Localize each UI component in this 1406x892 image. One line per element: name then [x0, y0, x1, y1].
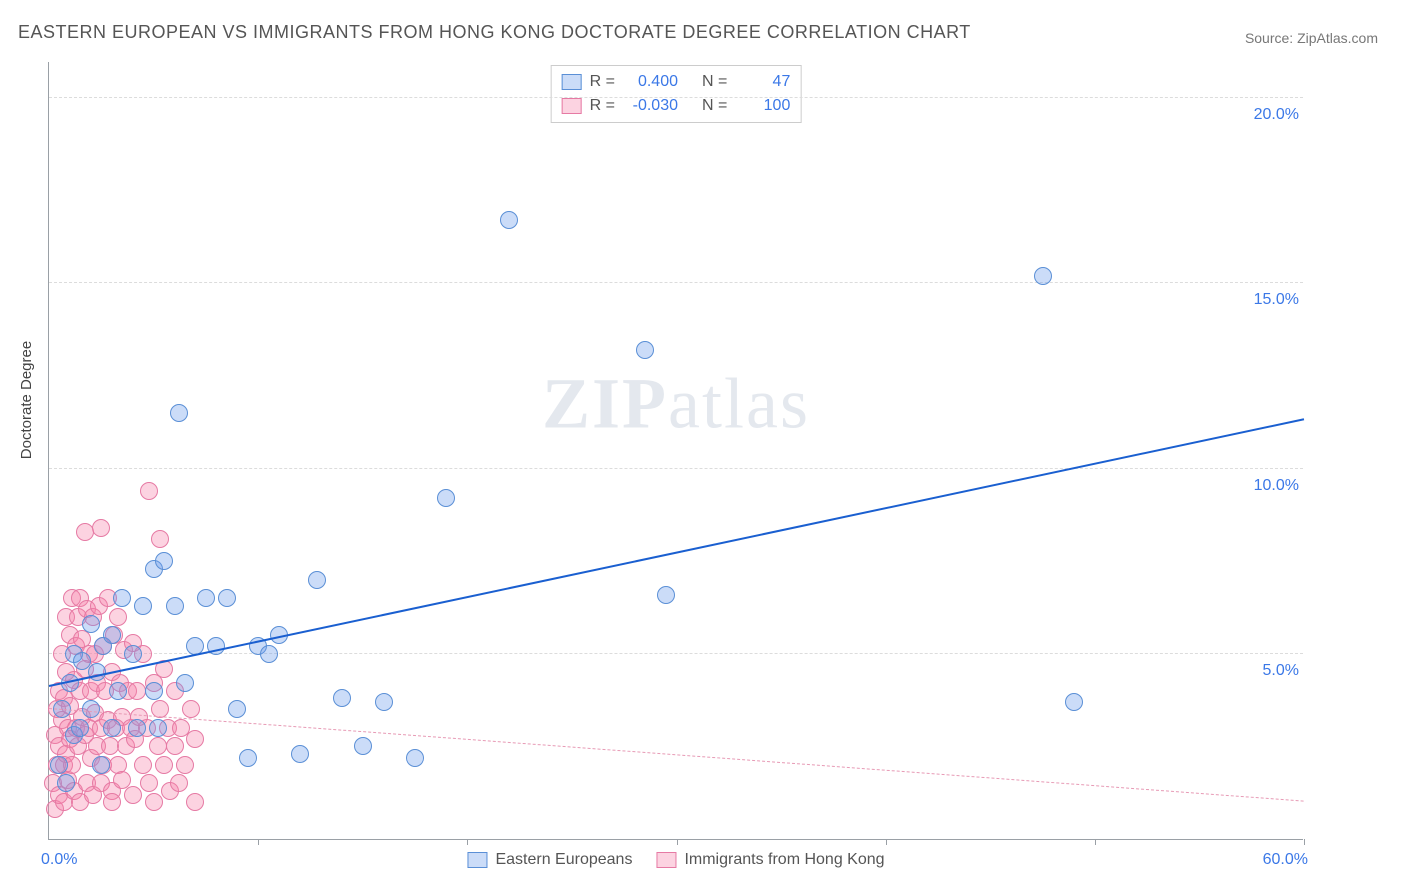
- correlation-legend: R = 0.400 N = 47 R = -0.030 N = 100: [551, 65, 802, 123]
- series-legend: Eastern Europeans Immigrants from Hong K…: [467, 851, 884, 869]
- legend-item-pink: Immigrants from Hong Kong: [656, 851, 884, 869]
- data-point-pink: [145, 793, 163, 811]
- data-point-blue: [103, 719, 121, 737]
- data-point-blue: [308, 571, 326, 589]
- x-tick: [258, 839, 259, 845]
- watermark-light: atlas: [668, 363, 810, 443]
- legend-row-blue: R = 0.400 N = 47: [562, 70, 791, 94]
- data-point-blue: [57, 774, 75, 792]
- data-point-blue: [50, 756, 68, 774]
- data-point-pink: [76, 523, 94, 541]
- gridline: [49, 468, 1303, 469]
- data-point-pink: [166, 737, 184, 755]
- n-label: N =: [702, 70, 727, 94]
- n-value-blue: 47: [735, 70, 790, 94]
- x-tick: [677, 839, 678, 845]
- data-point-blue: [239, 749, 257, 767]
- data-point-blue: [82, 700, 100, 718]
- source-attribution: Source: ZipAtlas.com: [1245, 30, 1378, 46]
- data-point-blue: [636, 341, 654, 359]
- data-point-blue: [333, 689, 351, 707]
- data-point-blue: [375, 693, 393, 711]
- data-point-pink: [149, 737, 167, 755]
- data-point-blue: [170, 404, 188, 422]
- data-point-pink: [170, 774, 188, 792]
- data-point-pink: [128, 682, 146, 700]
- gridline: [49, 653, 1303, 654]
- swatch-pink: [562, 98, 582, 114]
- watermark: ZIPatlas: [542, 362, 810, 445]
- data-point-pink: [182, 700, 200, 718]
- data-point-blue: [1034, 267, 1052, 285]
- x-tick: [1304, 839, 1305, 845]
- data-point-blue: [113, 589, 131, 607]
- y-tick-label: 20.0%: [1254, 106, 1299, 124]
- data-point-blue: [71, 719, 89, 737]
- data-point-blue: [354, 737, 372, 755]
- data-point-blue: [197, 589, 215, 607]
- series-label-pink: Immigrants from Hong Kong: [684, 851, 884, 869]
- swatch-blue: [562, 74, 582, 90]
- data-point-blue: [406, 749, 424, 767]
- data-point-blue: [134, 597, 152, 615]
- watermark-bold: ZIP: [542, 363, 668, 443]
- data-point-blue: [500, 211, 518, 229]
- y-tick-label: 15.0%: [1254, 291, 1299, 309]
- gridline: [49, 282, 1303, 283]
- data-point-blue: [128, 719, 146, 737]
- scatter-plot: ZIPatlas R = 0.400 N = 47 R = -0.030 N =…: [48, 62, 1303, 840]
- r-label: R =: [590, 70, 615, 94]
- data-point-blue: [103, 626, 121, 644]
- data-point-pink: [134, 756, 152, 774]
- x-tick: [886, 839, 887, 845]
- data-point-pink: [92, 519, 110, 537]
- x-tick: [1095, 839, 1096, 845]
- trendline-pink: [49, 708, 1304, 802]
- data-point-pink: [186, 730, 204, 748]
- y-axis-label: Doctorate Degree: [18, 341, 35, 459]
- data-point-blue: [657, 586, 675, 604]
- data-point-blue: [82, 615, 100, 633]
- r-value-blue: 0.400: [623, 70, 678, 94]
- x-tick-max: 60.0%: [1263, 851, 1308, 869]
- data-point-pink: [186, 793, 204, 811]
- swatch-blue: [467, 852, 487, 868]
- chart-title: EASTERN EUROPEAN VS IMMIGRANTS FROM HONG…: [18, 22, 971, 43]
- data-point-blue: [124, 645, 142, 663]
- data-point-blue: [1065, 693, 1083, 711]
- data-point-blue: [176, 674, 194, 692]
- swatch-pink: [656, 852, 676, 868]
- legend-item-blue: Eastern Europeans: [467, 851, 632, 869]
- data-point-pink: [140, 774, 158, 792]
- x-tick: [467, 839, 468, 845]
- data-point-pink: [101, 737, 119, 755]
- data-point-pink: [151, 530, 169, 548]
- y-tick-label: 10.0%: [1254, 477, 1299, 495]
- series-label-blue: Eastern Europeans: [495, 851, 632, 869]
- data-point-pink: [124, 786, 142, 804]
- y-tick-label: 5.0%: [1263, 662, 1299, 680]
- data-point-pink: [176, 756, 194, 774]
- data-point-blue: [92, 756, 110, 774]
- data-point-blue: [149, 719, 167, 737]
- data-point-blue: [155, 552, 173, 570]
- data-point-blue: [228, 700, 246, 718]
- data-point-blue: [218, 589, 236, 607]
- gridline: [49, 97, 1303, 98]
- data-point-blue: [109, 682, 127, 700]
- x-tick-min: 0.0%: [41, 851, 77, 869]
- data-point-pink: [103, 793, 121, 811]
- data-point-pink: [140, 482, 158, 500]
- data-point-blue: [145, 682, 163, 700]
- data-point-blue: [291, 745, 309, 763]
- data-point-pink: [109, 608, 127, 626]
- data-point-blue: [166, 597, 184, 615]
- data-point-blue: [437, 489, 455, 507]
- data-point-blue: [260, 645, 278, 663]
- data-point-pink: [155, 756, 173, 774]
- trendline-blue: [49, 418, 1304, 687]
